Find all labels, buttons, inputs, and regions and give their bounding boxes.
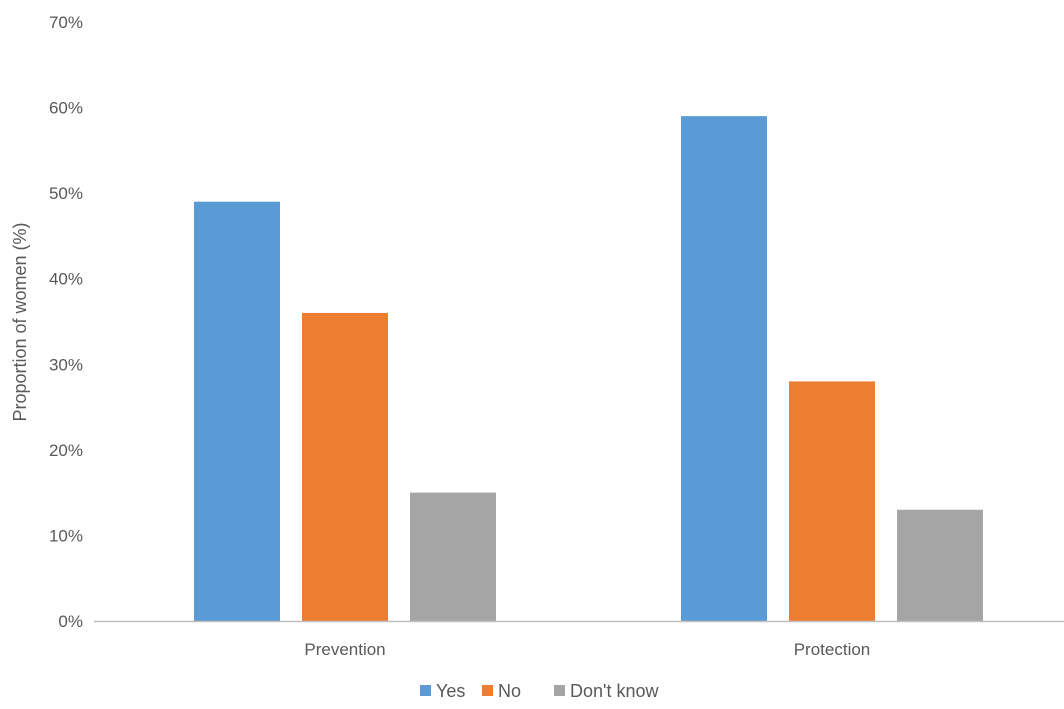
y-tick-label: 60% [49,99,83,118]
y-tick-label: 40% [49,270,83,289]
legend-item-no: No [482,681,521,701]
legend-swatch [554,685,565,696]
legend-label: Don't know [570,681,659,701]
legend-item-don-t-know: Don't know [554,681,659,701]
y-tick-label: 70% [49,13,83,32]
y-tick-label: 50% [49,184,83,203]
legend-swatch [482,685,493,696]
x-axis-labels: Prevention Protection [304,640,870,659]
legend-label: Yes [436,681,465,701]
bar-yes-protection [681,116,767,621]
bar-no-protection [789,381,875,621]
bar-no-prevention [302,312,388,621]
legend-label: No [498,681,521,701]
bar-don-t-know-protection [897,509,983,621]
y-tick-label: 30% [49,355,83,374]
bar-yes-prevention [194,201,280,621]
y-tick-label: 0% [58,612,83,631]
y-axis-ticks: 0% 10% 20% 30% 40% 50% 60% 70% [49,13,83,631]
y-tick-label: 20% [49,441,83,460]
legend: Yes No Don't know [420,681,659,701]
x-category-label: Protection [794,640,871,659]
legend-swatch [420,685,431,696]
y-axis-title: Proportion of women (%) [10,222,30,421]
bars-group [194,116,983,621]
bar-don-t-know-prevention [410,492,496,621]
legend-item-yes: Yes [420,681,465,701]
x-category-label: Prevention [304,640,385,659]
y-tick-label: 10% [49,526,83,545]
